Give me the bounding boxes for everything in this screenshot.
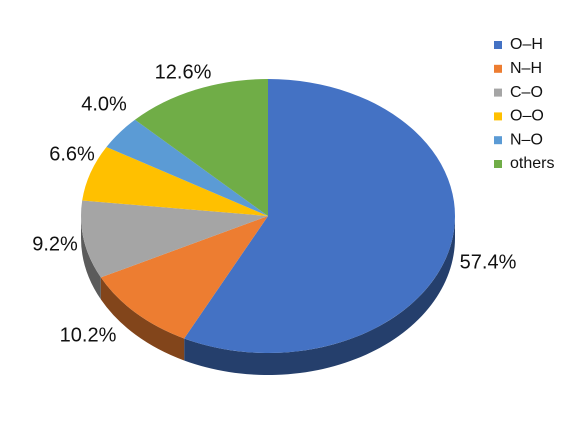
value-label: 4.0% — [81, 93, 127, 115]
slice-side — [184, 216, 455, 375]
value-label: 10.2% — [60, 324, 117, 346]
slice-side — [81, 216, 101, 300]
value-label: 6.6% — [49, 143, 95, 165]
slice — [134, 79, 268, 216]
legend-swatch — [494, 64, 502, 73]
value-label: 12.6% — [155, 61, 212, 83]
slice — [106, 119, 268, 216]
slice — [81, 200, 268, 278]
legend-swatch — [494, 136, 502, 145]
legend-swatch — [494, 41, 502, 49]
slice-side — [100, 277, 185, 361]
value-label: 9.2% — [32, 233, 78, 255]
slice — [82, 147, 268, 216]
value-label: 57.4% — [460, 251, 517, 273]
slice — [184, 79, 455, 353]
legend-label: N–O — [510, 131, 543, 148]
legend-swatch — [494, 112, 502, 121]
legend-swatch — [494, 160, 502, 168]
legend-label: C–O — [510, 84, 543, 101]
slice — [100, 216, 268, 339]
legend-label: N–H — [510, 60, 542, 77]
legend-label: O–H — [510, 36, 543, 53]
legend-label: O–O — [510, 108, 544, 125]
legend-label: others — [510, 155, 554, 172]
legend-swatch — [494, 88, 502, 97]
